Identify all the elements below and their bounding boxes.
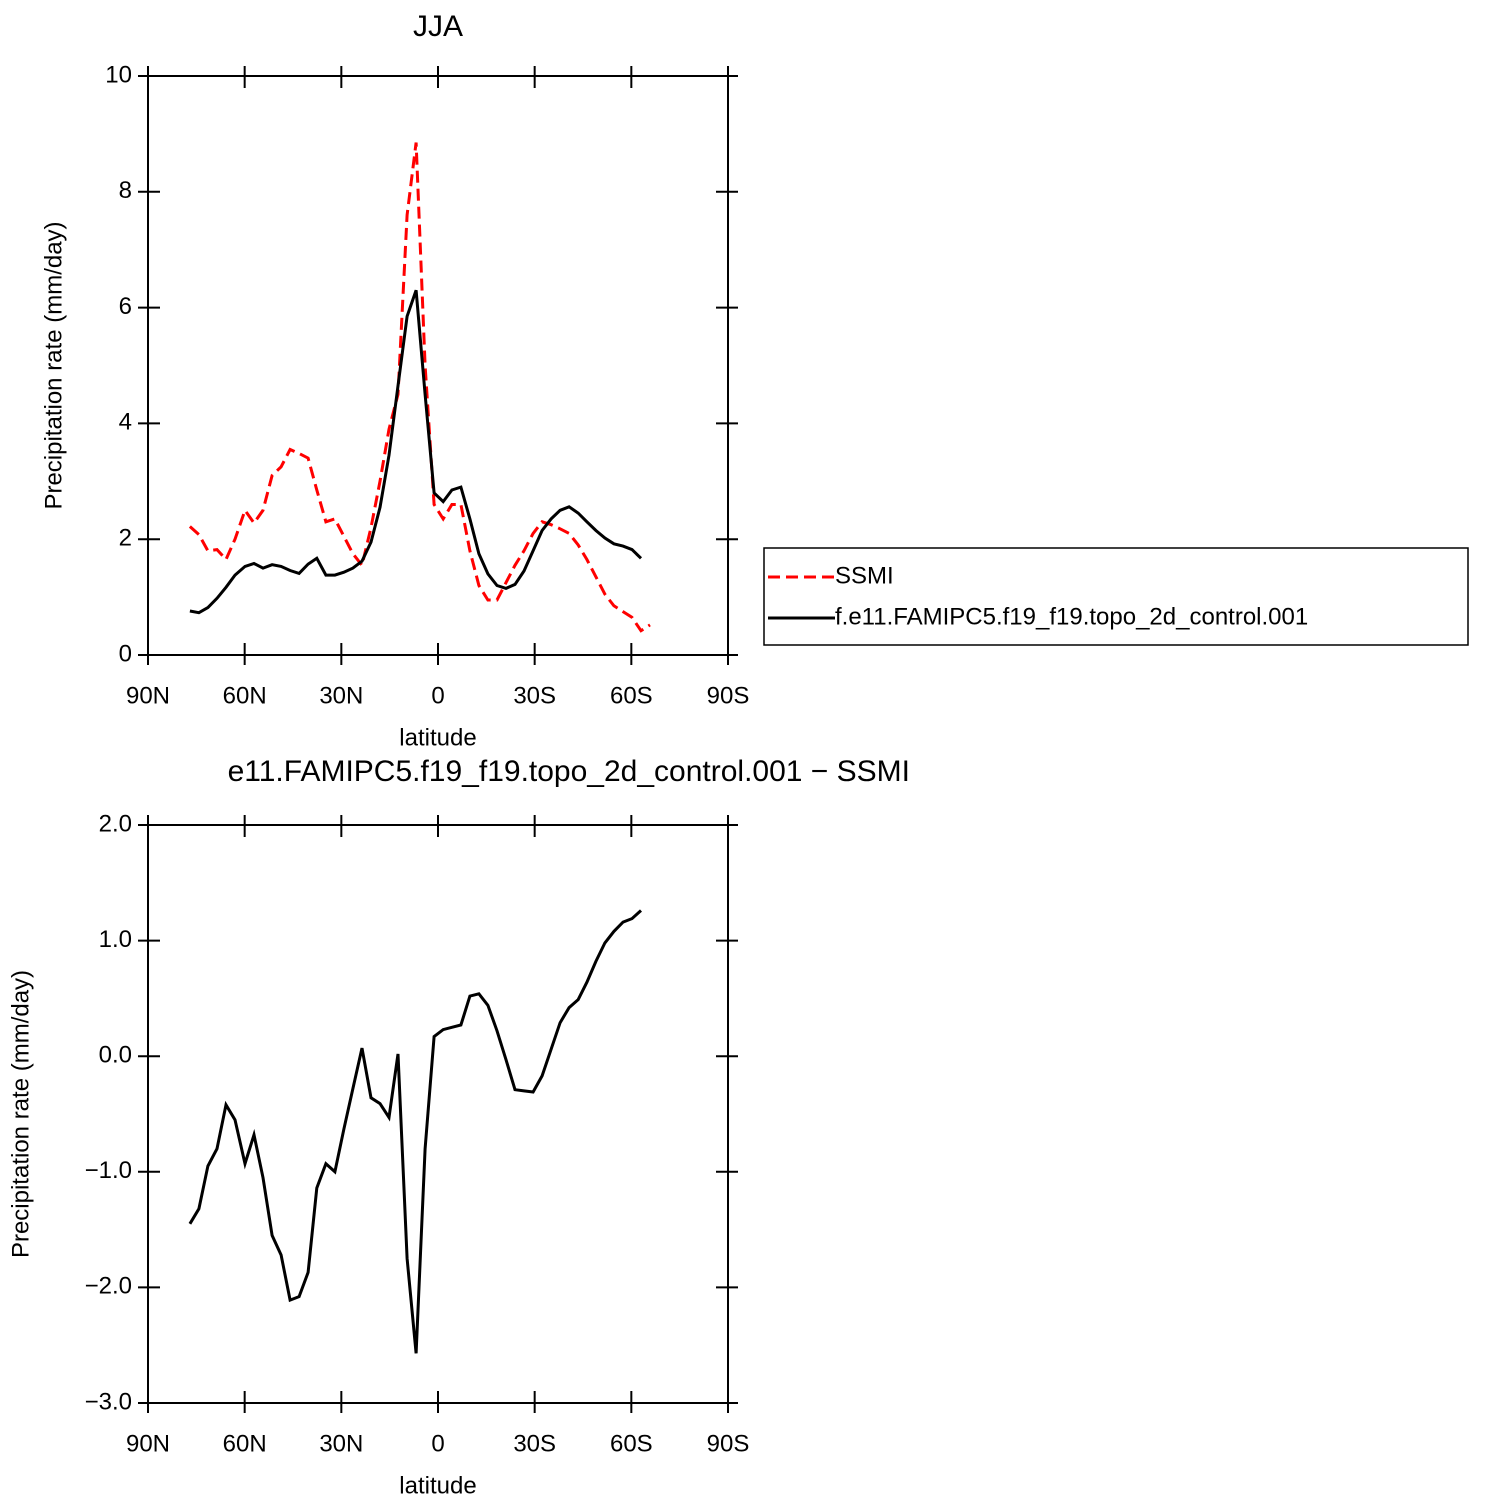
x-tick-label: 0 [431,682,444,709]
y-tick-label: 0 [119,640,132,667]
legend-box [763,547,1469,646]
y-tick-label: 6 [119,293,132,320]
x-tick-label: 90N [126,1430,170,1457]
y-tick-label: −1.0 [85,1157,132,1184]
x-tick-label: 30N [319,1430,363,1457]
x-tick-label: 60S [610,682,653,709]
data-line [189,289,643,615]
y-tick-label: 10 [105,61,132,88]
x-axis-label: latitude [399,724,476,751]
y-tick-label: −2.0 [85,1273,132,1300]
y-tick-label: 8 [119,177,132,204]
y-axis-label: Precipitation rate (mm/day) [7,970,34,1258]
plot-frame [147,75,729,656]
x-tick-label: 90S [707,1430,750,1457]
plot-frame [147,824,729,1404]
y-tick-label: 4 [119,409,132,436]
legend-label: f.e11.FAMIPC5.f19_f19.topo_2d_control.00… [835,603,1308,630]
x-axis-label: latitude [399,1472,476,1499]
chart-title: JJA [413,10,463,43]
x-tick-label: 90N [126,682,170,709]
x-tick-label: 30S [513,682,556,709]
chart-title: e11.FAMIPC5.f19_f19.topo_2d_control.001 … [228,755,910,788]
x-tick-label: 60S [610,1430,653,1457]
legend-label: SSMI [835,562,894,589]
y-tick-label: 2.0 [99,810,132,837]
y-axis-label: Precipitation rate (mm/day) [40,221,67,509]
x-tick-label: 30N [319,682,363,709]
data-line [188,142,651,633]
y-tick-label: 2 [119,525,132,552]
y-tick-label: −3.0 [85,1388,132,1415]
x-tick-label: 0 [431,1430,444,1457]
x-tick-label: 90S [707,682,750,709]
y-tick-label: 0.0 [99,1042,132,1069]
data-line [188,909,643,1354]
y-tick-label: 1.0 [99,926,132,953]
x-tick-label: 30S [513,1430,556,1457]
x-tick-label: 60N [223,1430,267,1457]
x-tick-label: 60N [223,682,267,709]
